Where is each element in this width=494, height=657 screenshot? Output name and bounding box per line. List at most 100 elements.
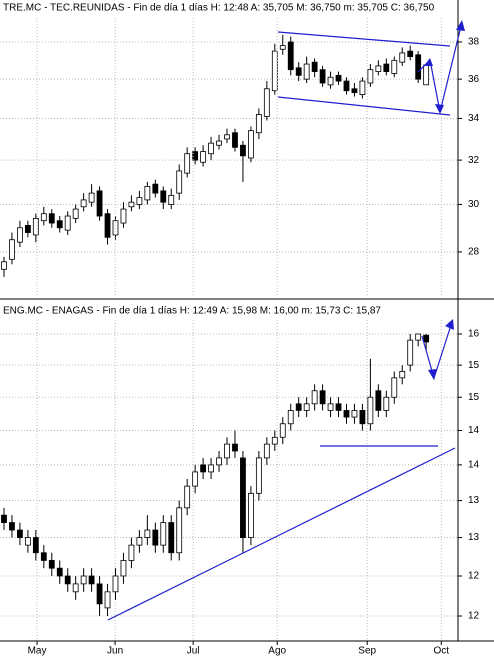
candle-body [56, 220, 63, 229]
candle-body [287, 410, 294, 425]
arrowhead [424, 58, 433, 66]
candle-body [232, 132, 238, 148]
candle-body [255, 114, 262, 134]
candle-body [104, 591, 111, 609]
candle-body [216, 457, 222, 466]
candle-body [88, 192, 95, 203]
candle-body [152, 183, 159, 194]
y-tick-label: 12 [468, 571, 480, 582]
x-tick-label: Sep [358, 646, 376, 657]
candle-body [48, 213, 55, 224]
candle-body [240, 144, 246, 157]
candle-body [120, 208, 127, 224]
candle-body [1, 261, 7, 270]
y-tick-label: 14 [468, 425, 480, 436]
candle-body [24, 537, 31, 546]
candle-body [56, 567, 63, 577]
candle-body [192, 471, 199, 487]
candle-body [216, 140, 222, 146]
candle-body [375, 390, 382, 411]
candle-body [359, 80, 366, 96]
candle-body [311, 61, 318, 72]
y-tick-label: 36 [468, 74, 480, 85]
candle-body [48, 560, 55, 569]
y-tick-label: 28 [468, 247, 480, 258]
y-tick-label: 38 [468, 37, 480, 48]
candle-body [271, 50, 278, 92]
candle-body [367, 69, 374, 84]
candle-body [311, 390, 318, 405]
annotations [107, 20, 465, 621]
candle-body [224, 134, 230, 140]
candle-body [303, 63, 310, 80]
candle-body [17, 227, 23, 243]
candle-body [160, 522, 167, 546]
candle-body [295, 67, 302, 76]
candle-body [248, 130, 254, 159]
candle-body [64, 575, 71, 585]
candle-body [168, 522, 175, 554]
candle-body [40, 213, 47, 222]
candle-body [232, 443, 238, 452]
candle-body [184, 153, 191, 174]
y-tick-label: 30 [468, 199, 480, 210]
candle-body [383, 396, 390, 411]
candle-body [279, 45, 286, 50]
candle-body [248, 492, 254, 538]
channel-top [277, 31, 451, 47]
candle-body [319, 69, 326, 84]
candle-body [327, 76, 334, 86]
candle-body [136, 197, 143, 205]
candle-body [1, 514, 7, 523]
candle-body [399, 371, 406, 379]
candle-body [407, 50, 414, 58]
candle-body [407, 339, 414, 366]
candle-body [152, 529, 159, 546]
candle-body [295, 403, 302, 411]
y-tick-label: 32 [468, 155, 480, 166]
candle-body [255, 457, 262, 494]
candle-body [160, 190, 167, 203]
candle-body [415, 333, 422, 341]
arrowhead [445, 319, 454, 330]
x-tick-label: Jun [107, 646, 123, 657]
y-tick-label: 12 [468, 611, 480, 622]
candle-body [367, 396, 374, 425]
y-tick-label: 16 [468, 329, 480, 340]
candle-body [9, 522, 15, 531]
candle-body [32, 537, 39, 554]
candle-body [64, 215, 71, 231]
y-tick-label: 14 [468, 460, 480, 471]
candle-body [72, 208, 79, 219]
x-tick-label: Oct [433, 646, 449, 657]
x-tick-label: May [28, 646, 47, 657]
candle-body [24, 225, 31, 233]
candle-body [208, 464, 214, 473]
candle-body [32, 217, 39, 236]
candle-body [359, 410, 366, 425]
candle-body [88, 575, 95, 585]
candle-body [128, 544, 135, 561]
candle-body [335, 74, 342, 82]
candle-body [240, 457, 246, 538]
candle-body [415, 54, 422, 80]
candle-body [383, 63, 390, 72]
candle-body [128, 201, 135, 208]
candle-body [96, 190, 103, 217]
y-tick-label: 34 [468, 113, 480, 124]
candle-body [168, 194, 175, 205]
arrowhead [428, 369, 437, 380]
chart-title: TRE.MC - TEC.REUNIDAS - Fin de día 1 día… [3, 3, 435, 14]
candle-body [40, 552, 47, 561]
y-tick-label: 15 [468, 360, 480, 371]
candle-body [423, 64, 430, 86]
candle-body [271, 436, 278, 445]
candle-body [200, 151, 207, 163]
arrowhead [456, 20, 465, 31]
support-line [107, 447, 456, 621]
candle-body [192, 151, 199, 161]
channel-bottom [277, 96, 451, 116]
candle-body [184, 485, 191, 509]
candle-body [279, 423, 286, 438]
